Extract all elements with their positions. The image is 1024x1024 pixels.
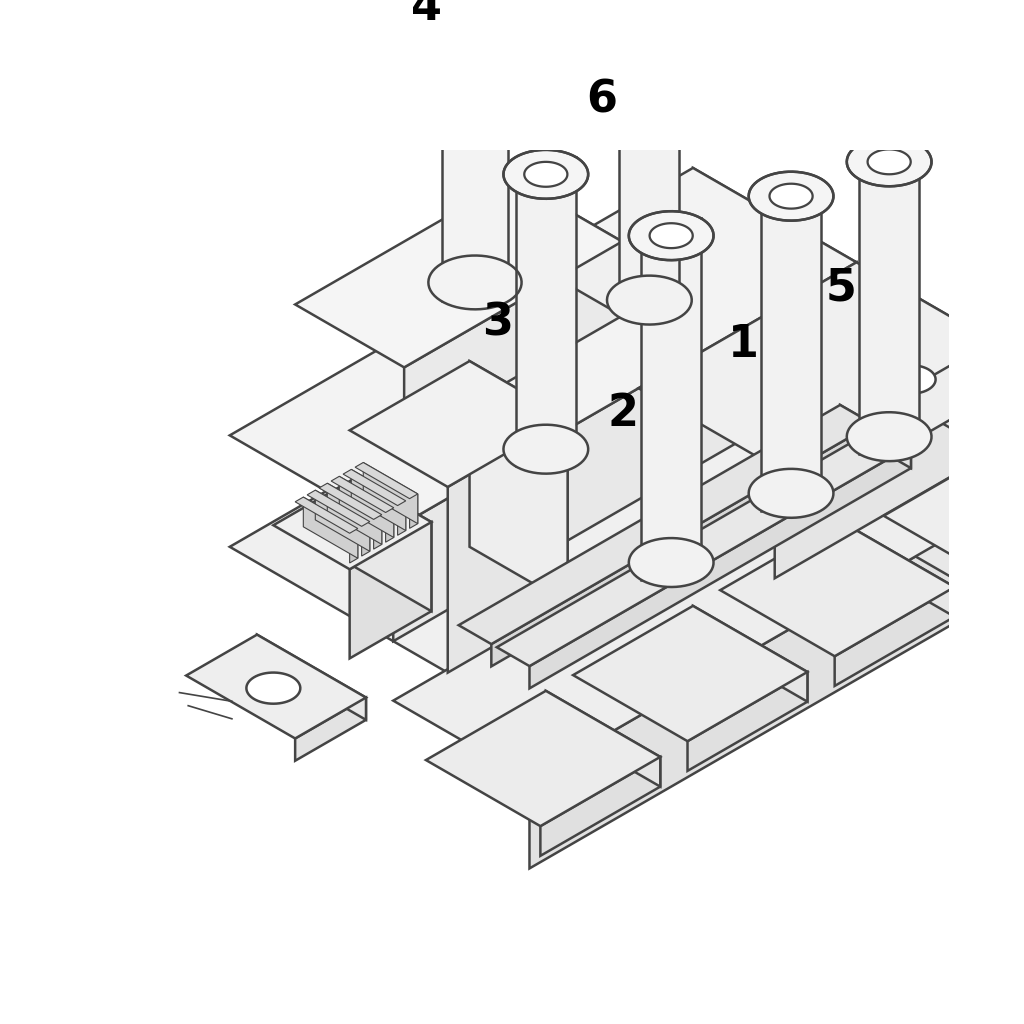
Polygon shape [856, 262, 992, 453]
Polygon shape [867, 150, 910, 174]
Polygon shape [693, 168, 856, 374]
Polygon shape [331, 476, 394, 512]
Polygon shape [639, 262, 992, 467]
Polygon shape [295, 697, 366, 761]
Polygon shape [295, 178, 623, 368]
Polygon shape [470, 361, 567, 603]
Polygon shape [459, 404, 872, 644]
Polygon shape [720, 521, 954, 656]
Polygon shape [319, 483, 382, 519]
Polygon shape [349, 528, 357, 563]
Polygon shape [641, 218, 701, 580]
Polygon shape [687, 672, 807, 771]
Polygon shape [693, 280, 992, 512]
Polygon shape [529, 445, 911, 688]
Polygon shape [546, 691, 660, 786]
Polygon shape [879, 427, 911, 468]
Polygon shape [513, 178, 623, 315]
Polygon shape [749, 172, 834, 220]
Polygon shape [229, 168, 856, 529]
Text: 4: 4 [412, 0, 442, 29]
Polygon shape [607, 275, 692, 325]
Polygon shape [442, 0, 508, 301]
Polygon shape [887, 366, 936, 393]
Polygon shape [859, 144, 920, 454]
Polygon shape [775, 341, 992, 579]
Polygon shape [247, 673, 300, 703]
Text: 6: 6 [586, 78, 616, 121]
Polygon shape [492, 424, 872, 667]
Polygon shape [504, 425, 588, 474]
Polygon shape [364, 463, 418, 523]
Polygon shape [847, 137, 932, 186]
Polygon shape [339, 476, 394, 538]
Polygon shape [884, 459, 1024, 579]
Polygon shape [968, 502, 1017, 530]
Polygon shape [769, 183, 813, 209]
Polygon shape [355, 478, 431, 611]
Polygon shape [573, 606, 807, 741]
Polygon shape [393, 433, 992, 779]
Polygon shape [649, 223, 692, 248]
Text: 3: 3 [482, 301, 513, 344]
Polygon shape [911, 386, 1009, 465]
Polygon shape [393, 262, 856, 641]
Polygon shape [447, 418, 567, 673]
Polygon shape [693, 606, 807, 701]
Polygon shape [629, 538, 714, 587]
Polygon shape [386, 508, 394, 543]
Polygon shape [343, 469, 406, 506]
Polygon shape [295, 497, 357, 534]
Polygon shape [840, 404, 872, 446]
Polygon shape [541, 757, 660, 856]
Polygon shape [307, 490, 370, 526]
Polygon shape [303, 497, 357, 558]
Polygon shape [426, 691, 660, 826]
Text: 1: 1 [727, 324, 759, 367]
Polygon shape [847, 413, 932, 461]
Text: 5: 5 [825, 266, 856, 309]
Polygon shape [349, 522, 431, 658]
Polygon shape [840, 521, 954, 616]
Polygon shape [529, 512, 992, 868]
Polygon shape [856, 433, 992, 601]
Polygon shape [761, 179, 821, 511]
Polygon shape [900, 323, 1009, 408]
Polygon shape [328, 483, 382, 545]
Polygon shape [629, 211, 714, 260]
Polygon shape [802, 323, 1009, 442]
Polygon shape [397, 501, 406, 536]
Polygon shape [835, 587, 954, 686]
Polygon shape [428, 256, 521, 309]
Polygon shape [524, 162, 567, 186]
Polygon shape [404, 242, 623, 441]
Polygon shape [361, 521, 370, 556]
Polygon shape [497, 427, 911, 666]
Polygon shape [229, 280, 992, 720]
Polygon shape [410, 494, 418, 528]
Polygon shape [516, 157, 575, 467]
Polygon shape [257, 635, 366, 720]
Polygon shape [982, 459, 1024, 545]
Polygon shape [351, 469, 406, 530]
Polygon shape [186, 635, 366, 738]
Polygon shape [374, 515, 382, 549]
Text: 2: 2 [607, 392, 639, 435]
Polygon shape [315, 490, 370, 551]
Polygon shape [355, 463, 418, 499]
Polygon shape [529, 453, 992, 779]
Polygon shape [349, 361, 567, 487]
Polygon shape [749, 469, 834, 518]
Polygon shape [620, 0, 679, 317]
Polygon shape [992, 522, 1024, 601]
Polygon shape [273, 478, 431, 569]
Polygon shape [504, 150, 588, 199]
